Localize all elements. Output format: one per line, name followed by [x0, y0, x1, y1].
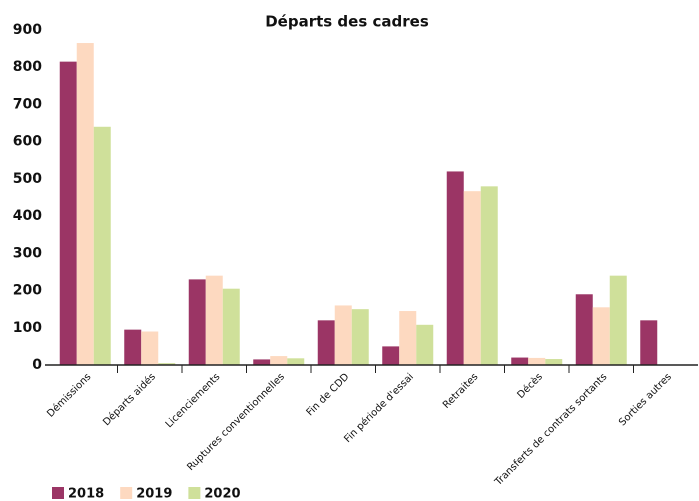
y-tick-label: 800 — [13, 59, 42, 75]
bar — [545, 359, 563, 365]
bar — [287, 358, 305, 365]
x-tick-label: Sorties autres — [617, 371, 674, 428]
y-tick-label: 100 — [13, 320, 42, 336]
y-tick-label: 700 — [13, 96, 42, 112]
x-tick-label: Licenciements — [164, 371, 223, 430]
x-tick-label: Démissions — [45, 371, 94, 420]
legend-label: 2018 — [68, 487, 104, 501]
bar — [222, 288, 240, 365]
y-tick-label: 500 — [13, 171, 42, 187]
bar — [59, 61, 77, 366]
bar — [334, 305, 352, 365]
legend-label: 2019 — [136, 487, 172, 501]
bar — [399, 311, 417, 365]
bar — [463, 191, 481, 365]
bar — [124, 329, 142, 365]
x-tick-label: Départs aidés — [100, 371, 158, 429]
y-tick-label: 0 — [32, 357, 42, 373]
bar — [592, 307, 610, 365]
y-tick-label: 200 — [13, 283, 42, 299]
bar — [253, 359, 271, 365]
legend-swatch — [52, 487, 64, 499]
y-tick-label: 300 — [13, 245, 42, 261]
y-tick-label: 600 — [13, 134, 42, 150]
bar — [317, 320, 335, 365]
bar — [158, 363, 176, 365]
legend-swatch — [120, 487, 133, 499]
bar — [446, 171, 464, 365]
chart-title: Départs des cadres — [265, 13, 429, 31]
bar — [640, 320, 658, 365]
bar — [382, 346, 400, 365]
y-tick-label: 400 — [13, 208, 42, 224]
x-tick-label: Transferts de contrats sortants — [492, 371, 609, 488]
bar — [609, 275, 627, 365]
bar — [416, 324, 434, 365]
bar — [188, 279, 206, 365]
x-tick-label: Décès — [515, 371, 545, 401]
bar — [511, 357, 529, 365]
bar — [141, 331, 159, 365]
bar — [528, 357, 546, 365]
x-tick-label: Retraites — [441, 371, 481, 411]
bar — [351, 309, 369, 365]
bar — [575, 294, 593, 365]
x-tick-label: Fin de CDD — [305, 371, 352, 418]
bar — [76, 43, 94, 366]
legend-swatch — [188, 487, 201, 499]
y-tick-label: 900 — [13, 22, 42, 38]
bar — [93, 126, 111, 366]
x-tick-label: Fin période d'essai — [342, 371, 416, 445]
bar — [480, 186, 498, 365]
legend-label: 2020 — [204, 487, 240, 501]
bar — [205, 275, 223, 365]
bar — [270, 356, 288, 365]
